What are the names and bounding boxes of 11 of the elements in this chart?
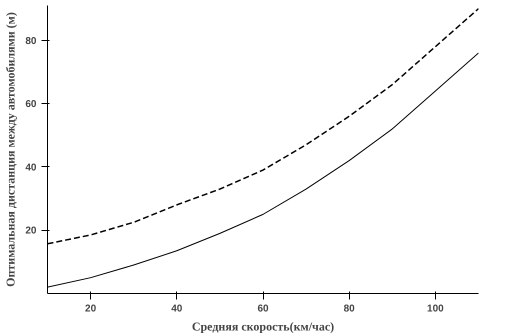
y-tick-label: 40: [25, 162, 37, 174]
x-axis-title: Средняя скорость(км/час): [192, 320, 334, 334]
y-axis-title: Оптимальная дистанция между автомобилями (м): [3, 12, 18, 287]
x-tick-label: 40: [171, 304, 183, 314]
y-tick-label: 80: [25, 36, 37, 47]
x-tick-label: 80: [344, 304, 356, 314]
x-tick-label: 100: [427, 304, 444, 314]
y-tick-label: 60: [25, 99, 37, 110]
y-tick-label: 20: [25, 226, 37, 237]
x-tick-label: 20: [85, 304, 97, 314]
x-tick-label: 60: [257, 304, 269, 314]
